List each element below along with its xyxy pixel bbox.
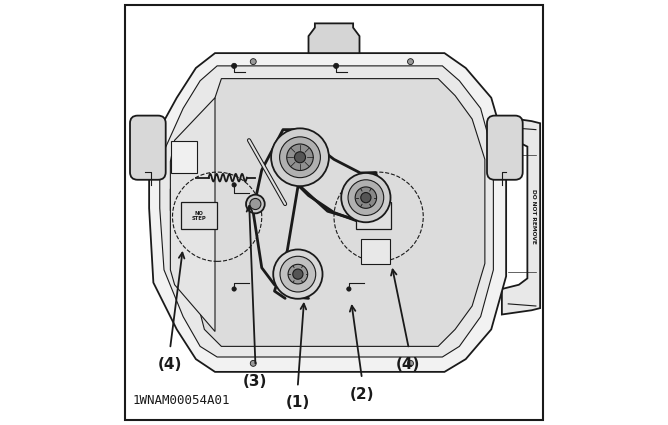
FancyBboxPatch shape <box>130 116 166 180</box>
Circle shape <box>355 187 377 208</box>
Polygon shape <box>502 117 540 314</box>
Circle shape <box>280 256 316 292</box>
Polygon shape <box>170 98 215 332</box>
Circle shape <box>250 198 261 210</box>
Text: (3): (3) <box>243 374 268 389</box>
Circle shape <box>232 287 236 291</box>
Circle shape <box>407 360 413 366</box>
Circle shape <box>250 360 257 366</box>
Circle shape <box>407 59 413 65</box>
Circle shape <box>333 63 339 68</box>
Circle shape <box>361 193 371 203</box>
FancyBboxPatch shape <box>125 5 543 420</box>
Polygon shape <box>160 66 494 357</box>
FancyBboxPatch shape <box>487 116 522 180</box>
Circle shape <box>232 183 236 187</box>
Circle shape <box>288 264 308 284</box>
Circle shape <box>232 63 236 68</box>
Circle shape <box>347 287 351 291</box>
Circle shape <box>246 195 265 213</box>
Circle shape <box>293 269 303 279</box>
Circle shape <box>287 144 313 170</box>
FancyBboxPatch shape <box>171 141 197 173</box>
Polygon shape <box>170 79 485 346</box>
Circle shape <box>347 183 351 187</box>
Circle shape <box>250 59 257 65</box>
Text: (4): (4) <box>158 357 182 372</box>
Text: DO NOT REMOVE: DO NOT REMOVE <box>531 189 536 244</box>
Polygon shape <box>309 23 359 53</box>
Text: NO
STEP: NO STEP <box>192 211 206 221</box>
Circle shape <box>280 137 321 178</box>
Text: (4): (4) <box>396 357 421 372</box>
Circle shape <box>341 173 391 222</box>
Circle shape <box>273 249 323 299</box>
Text: 1WNAM00054A01: 1WNAM00054A01 <box>132 394 230 407</box>
FancyBboxPatch shape <box>355 202 391 229</box>
Text: (1): (1) <box>286 395 310 410</box>
FancyBboxPatch shape <box>361 239 390 264</box>
FancyBboxPatch shape <box>182 202 216 229</box>
Text: (2): (2) <box>349 387 374 402</box>
Circle shape <box>348 180 383 215</box>
Circle shape <box>295 152 305 163</box>
Polygon shape <box>149 53 506 372</box>
Text: NO
STEP: NO STEP <box>365 211 381 221</box>
Circle shape <box>271 128 329 186</box>
